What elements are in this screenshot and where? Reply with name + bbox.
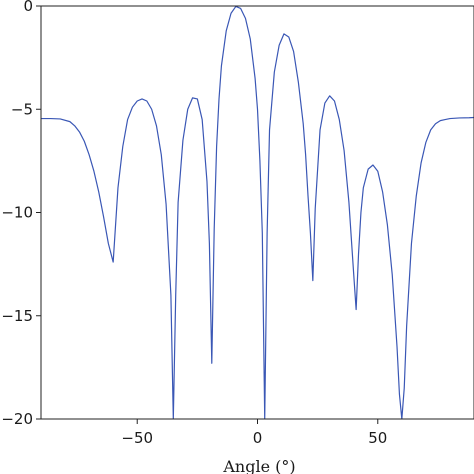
x-axis-ticks: −50 0 50 <box>121 419 387 447</box>
series-line-0 <box>41 6 474 419</box>
y-tick-label: −15 <box>1 307 33 325</box>
x-axis-label: Angle (°) <box>222 457 295 474</box>
plot-area <box>41 6 474 419</box>
y-tick-label: −20 <box>1 410 33 428</box>
y-tick-label: −5 <box>11 100 33 118</box>
plot-frame <box>40 5 474 420</box>
x-tick-label: −50 <box>121 429 153 447</box>
y-axis-ticks: 0 −5 −10 −15 −20 <box>1 0 41 428</box>
x-tick-label: 50 <box>368 429 387 447</box>
x-tick-label: 0 <box>253 429 263 447</box>
y-tick-label: −10 <box>1 204 33 222</box>
y-tick-label: 0 <box>23 0 33 15</box>
